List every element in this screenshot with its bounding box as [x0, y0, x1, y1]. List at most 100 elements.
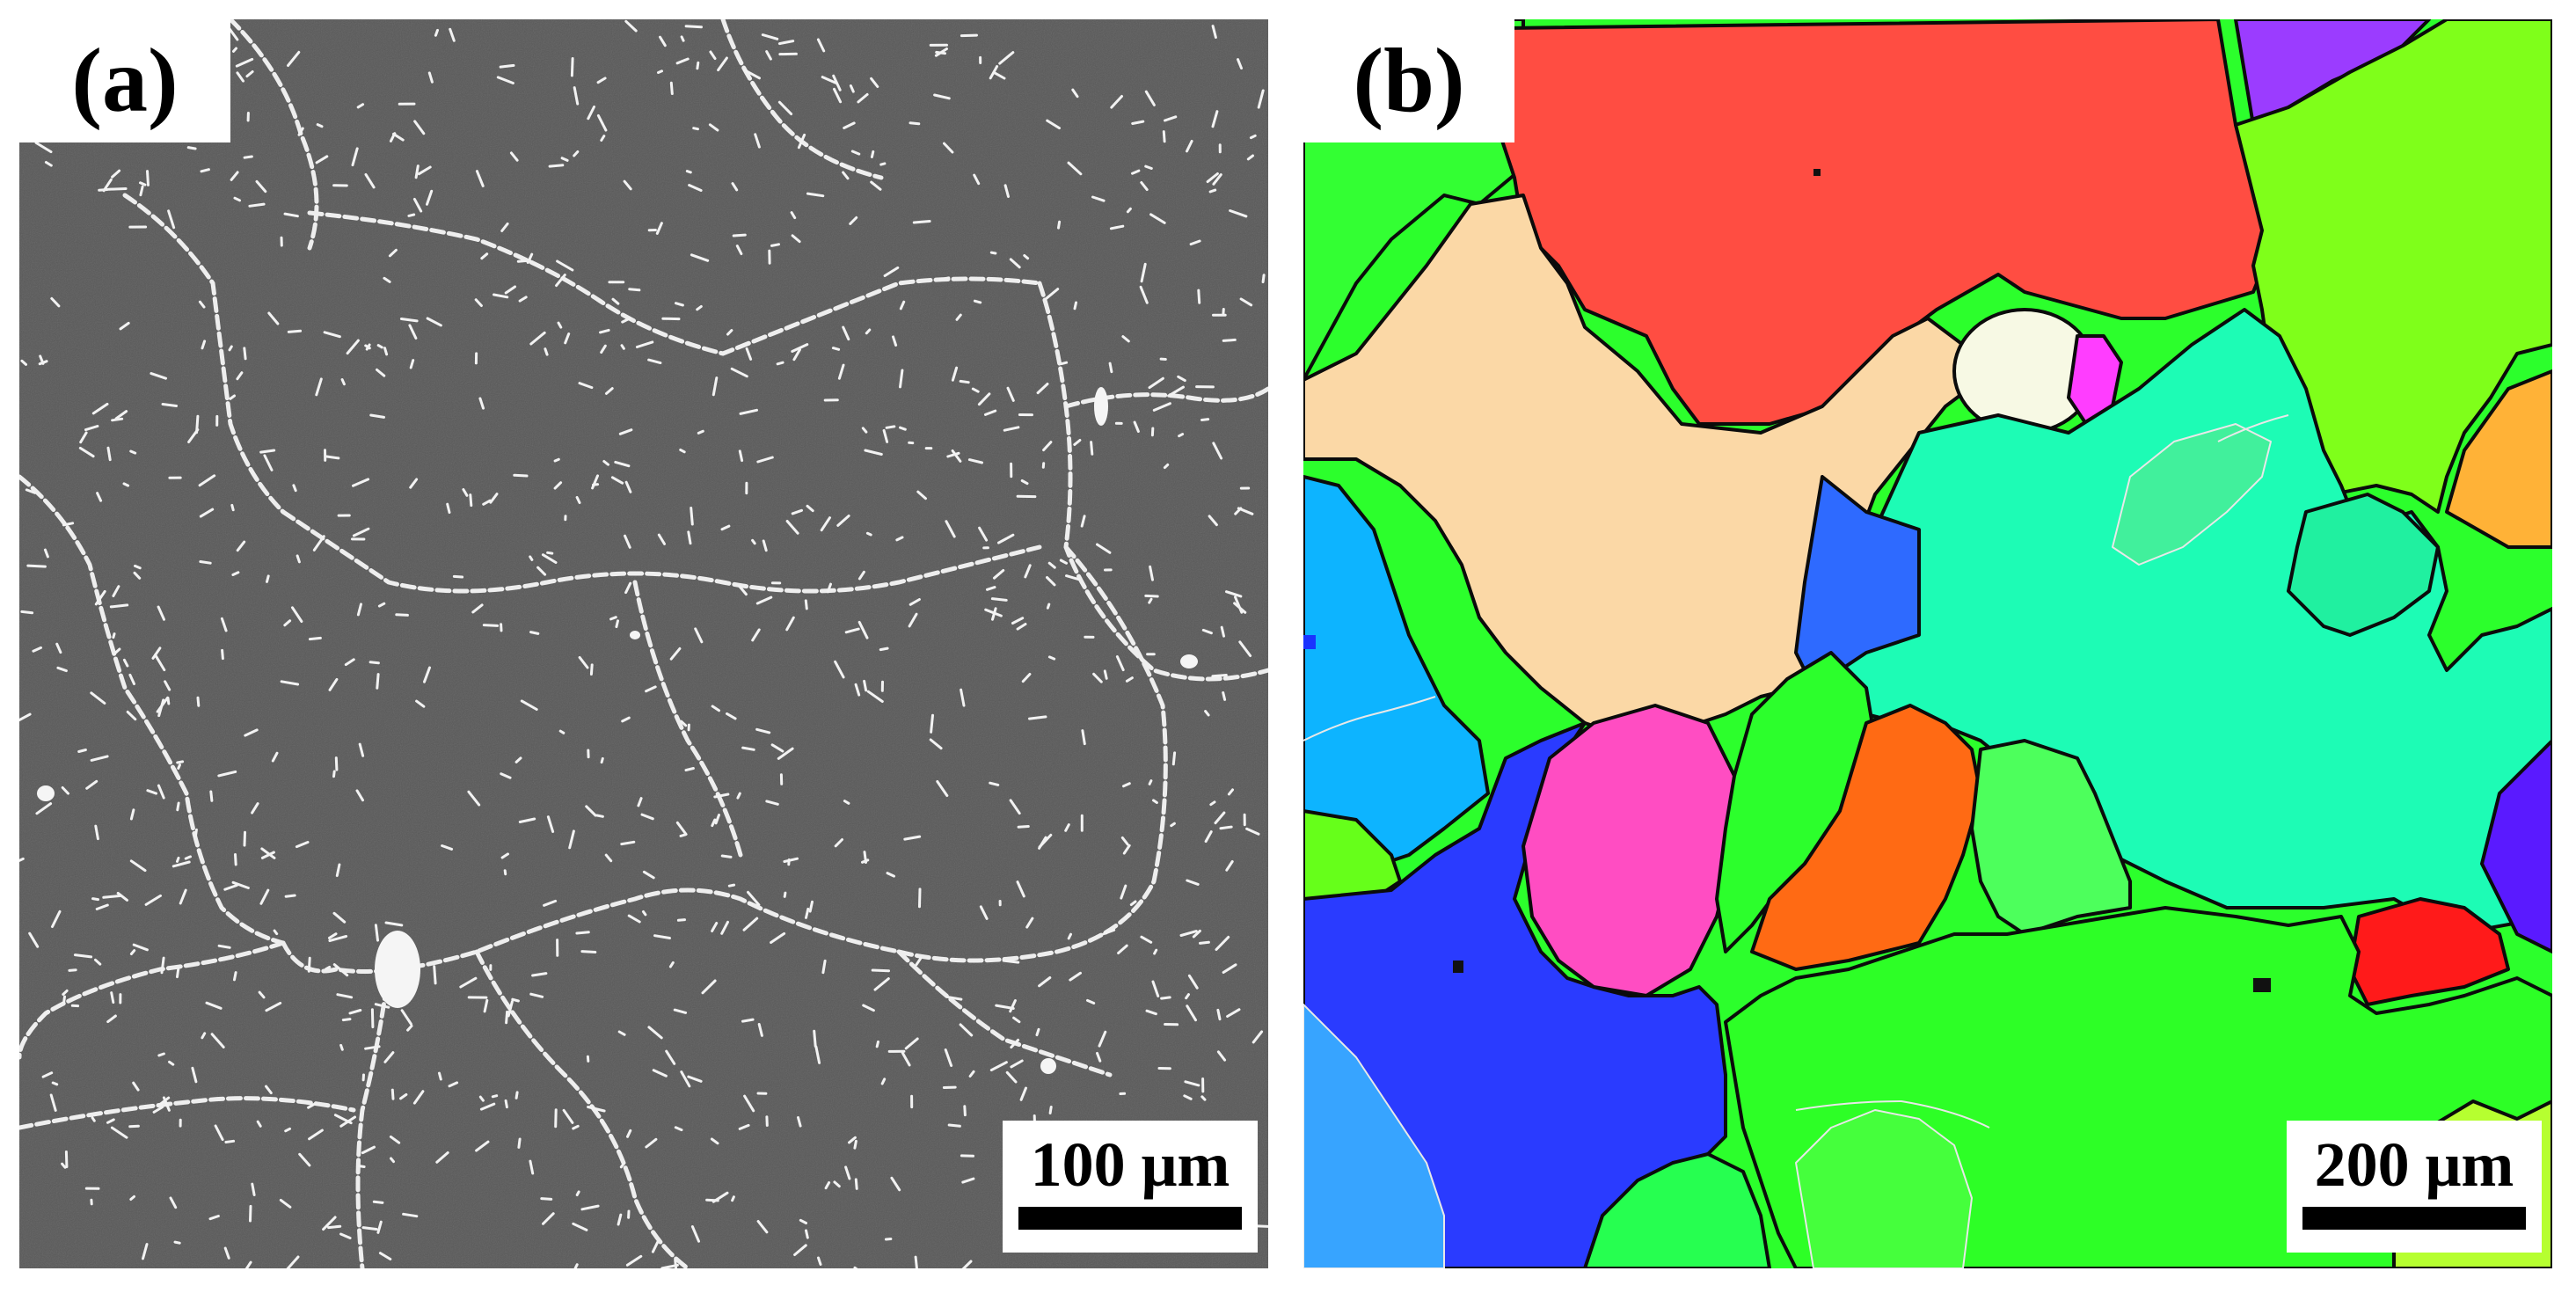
precipitate-needle [28, 931, 40, 948]
precipitate-needle [1199, 940, 1210, 945]
precipitate-needle [542, 1212, 555, 1225]
precipitate-needle [315, 155, 329, 164]
precipitate-needle [504, 285, 516, 295]
precipitate-needle [499, 63, 515, 69]
precipitate-needle [34, 141, 53, 154]
precipitate-needle [19, 857, 25, 862]
precipitate-needle [806, 192, 825, 198]
precipitate-needle [244, 728, 259, 737]
precipitate-needle [489, 493, 499, 504]
precipitate-needle [865, 531, 872, 537]
precipitate-needle [55, 642, 62, 654]
precipitate-needle [531, 972, 548, 977]
precipitate-needle [1131, 120, 1145, 125]
precipitate-needle [412, 197, 423, 213]
precipitate-needle [604, 853, 613, 863]
precipitate-needle [696, 61, 700, 70]
precipitate-needle [260, 847, 276, 859]
precipitate-needle [711, 705, 720, 712]
precipitate-needle [831, 347, 841, 351]
precipitate-needle [223, 1246, 230, 1260]
precipitate-needle [793, 1244, 807, 1256]
precipitate-needle [260, 851, 275, 859]
precipitate-needle [1047, 655, 1056, 661]
precipitate-needle [711, 818, 717, 828]
precipitate-needle [1096, 543, 1112, 554]
precipitate-needle [605, 387, 614, 395]
precipitate-needle [1086, 998, 1096, 1004]
precipitate-needle [1016, 880, 1025, 898]
precipitate-needle [1129, 900, 1137, 907]
precipitate-needle [478, 397, 485, 410]
precipitate-needle [873, 977, 890, 991]
precipitate-needle [669, 646, 682, 661]
precipitate-needle [854, 1178, 858, 1190]
precipitate-needle [675, 302, 684, 307]
precipitate-needle [555, 274, 566, 288]
precipitate-needle [426, 189, 434, 206]
precipitate-needle [816, 38, 826, 53]
precipitate-needle [323, 331, 341, 339]
precipitate-needle [875, 1040, 879, 1048]
precipitate-needle [1145, 1009, 1157, 1016]
precipitate-needle [857, 92, 869, 104]
precipitate-needle [736, 792, 741, 800]
precipitate-needle [122, 482, 130, 487]
precipitate-needle [446, 502, 451, 515]
precipitate-needle [344, 658, 355, 667]
precipitate-needle [575, 496, 581, 504]
precipitate-needle [114, 410, 128, 420]
precipitate-needle [1103, 669, 1108, 680]
precipitate-needle [243, 830, 246, 847]
precipitate-needle [951, 366, 959, 382]
precipitate-needle [799, 1218, 807, 1224]
precipitate-needle [38, 360, 48, 366]
precipitate-needle [883, 266, 900, 277]
precipitate-needle [684, 767, 695, 772]
precipitate-needle [176, 801, 180, 812]
precipitate-needle [129, 859, 147, 873]
precipitate-needle [826, 582, 832, 594]
precipitate-needle [516, 259, 531, 263]
precipitate-needle [132, 943, 149, 952]
precipitate-needle [341, 1018, 352, 1022]
precipitate-needle [111, 169, 121, 179]
precipitate-needle [358, 1165, 366, 1168]
precipitate-needle [478, 1095, 485, 1102]
precipitate-needle [708, 123, 719, 132]
precipitate-needle [1144, 164, 1153, 170]
panel-a-label: (a) [71, 30, 179, 131]
precipitate-needle [112, 632, 116, 639]
precipitate-needle [500, 772, 512, 779]
precipitate-needle [1108, 362, 1113, 374]
precipitate-needle [199, 508, 215, 518]
precipitate-needle [1204, 710, 1210, 717]
precipitate-needle [144, 894, 162, 906]
precipitate-needle [834, 660, 845, 679]
precipitate-needle [19, 712, 32, 722]
precipitate-needle [741, 1018, 755, 1023]
precipitate-needle [1238, 640, 1252, 657]
precipitate-needle [1125, 676, 1134, 683]
precipitate-needle [899, 369, 904, 389]
precipitate-needle [609, 616, 617, 621]
precipitate-needle [541, 553, 558, 564]
precipitate-needle [1067, 161, 1083, 176]
precipitate-needle [513, 473, 529, 478]
precipitate-needle [575, 931, 590, 935]
precipitate-needle [399, 318, 419, 323]
precipitate-needle [575, 1190, 580, 1196]
precipitate-needle [223, 884, 238, 891]
precipitate-needle [426, 317, 442, 327]
precipitate-needle [500, 852, 509, 859]
precipitate-needle [61, 1162, 67, 1169]
precipitate-needle [1122, 782, 1131, 788]
precipitate-needle [770, 931, 786, 944]
precipitate-needle [791, 508, 803, 515]
precipitate-needle [414, 164, 420, 179]
precipitate-needle [389, 1135, 401, 1144]
precipitate-needle [1081, 729, 1086, 746]
precipitate-needle [352, 478, 370, 487]
precipitate-needle [106, 1014, 117, 1024]
precipitate-needle [1261, 274, 1266, 284]
